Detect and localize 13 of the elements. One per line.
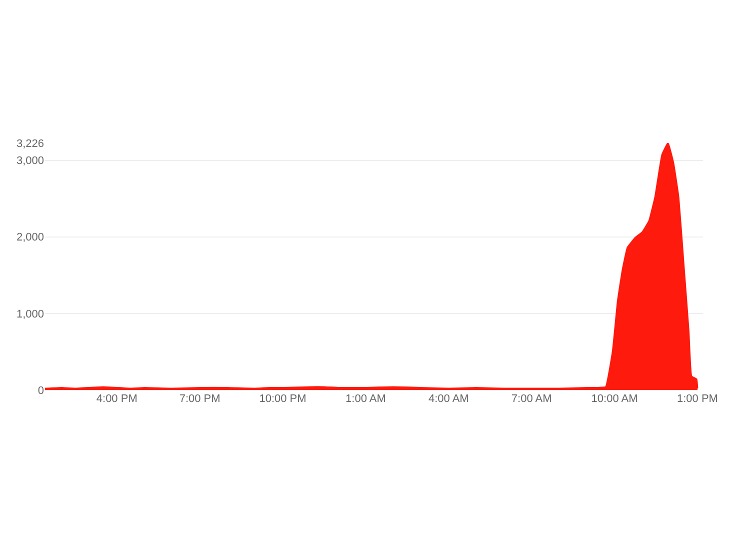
y-tick-label: 0 <box>38 384 44 397</box>
x-tick-label: 1:00 AM <box>346 393 386 405</box>
x-tick-label: 4:00 AM <box>428 393 469 405</box>
y-tick-label: 2,000 <box>16 232 44 244</box>
y-tick-label: 3,226 <box>16 138 44 150</box>
x-tick-label: 7:00 AM <box>511 393 552 405</box>
y-tick-label: 1,000 <box>16 308 44 320</box>
x-tick-label: 1:00 PM <box>676 393 718 405</box>
x-tick-label: 4:00 PM <box>96 393 138 405</box>
y-tick-label: 3,000 <box>16 155 44 168</box>
x-tick-label: 7:00 PM <box>179 393 220 405</box>
x-tick-label: 10:00 PM <box>259 393 306 405</box>
x-tick-label: 10:00 AM <box>591 393 638 405</box>
